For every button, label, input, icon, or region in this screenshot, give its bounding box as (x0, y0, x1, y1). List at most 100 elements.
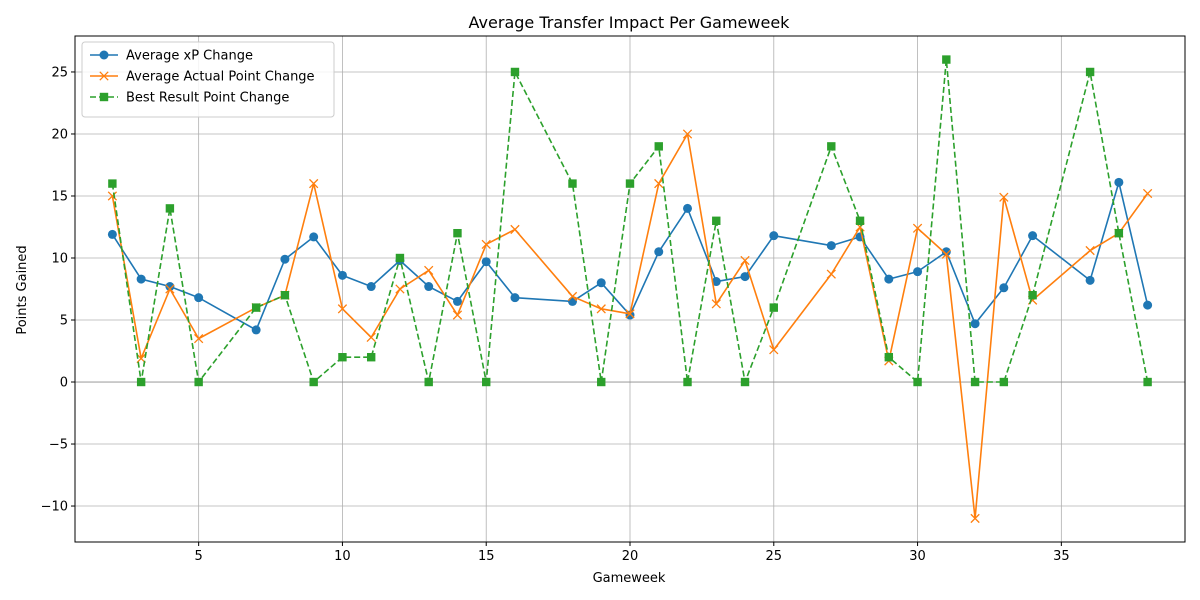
legend-marker (99, 71, 109, 81)
data-point (452, 296, 462, 306)
data-point (251, 303, 261, 312)
data-point (280, 291, 290, 300)
data-point (366, 332, 376, 343)
y-tick-label: −5 (49, 438, 68, 453)
data-point (826, 241, 836, 251)
data-point (884, 274, 894, 284)
data-point (654, 247, 664, 257)
data-point (596, 278, 606, 288)
data-point (107, 191, 118, 201)
series-layer (107, 55, 1153, 524)
data-point (1028, 291, 1037, 300)
data-point (711, 277, 721, 287)
y-tick-label: 15 (51, 189, 68, 204)
data-point (309, 377, 318, 387)
data-point (683, 377, 692, 387)
data-point (740, 255, 750, 266)
data-point (338, 353, 347, 362)
legend-item: Average xP Change (90, 49, 253, 64)
data-point (194, 293, 204, 303)
legend-box (81, 41, 335, 118)
data-point (309, 232, 319, 242)
data-point (424, 282, 434, 292)
legend-item: Best Result Point Change (90, 91, 289, 106)
data-point (481, 239, 491, 250)
data-point (1085, 245, 1095, 256)
legend-marker (99, 92, 109, 102)
data-point (1143, 300, 1153, 310)
data-point (1028, 231, 1038, 241)
data-point (337, 304, 348, 314)
data-point (912, 223, 923, 233)
data-point (597, 377, 606, 387)
legend-item: Average Actual Point Change (90, 70, 315, 85)
data-point (395, 253, 405, 263)
data-point (510, 67, 520, 77)
legend-label: Average Actual Point Change (126, 70, 315, 85)
data-point (395, 284, 405, 294)
data-point (913, 267, 923, 277)
data-point (510, 224, 520, 235)
data-point (827, 142, 836, 151)
data-point (682, 129, 693, 139)
data-point (1143, 377, 1152, 387)
data-point (740, 377, 750, 387)
data-point (683, 203, 693, 213)
data-point (366, 353, 376, 362)
data-point (826, 269, 836, 279)
x-tick-label: 10 (334, 549, 351, 564)
data-point (1085, 275, 1095, 285)
data-point (970, 513, 980, 524)
data-point (942, 55, 951, 64)
x-tick-label: 35 (1053, 549, 1070, 564)
y-tick-label: −10 (41, 500, 68, 515)
data-point (654, 178, 664, 189)
series-1 (107, 177, 1153, 335)
data-point (712, 216, 721, 225)
data-point (1114, 177, 1124, 187)
data-point (1085, 67, 1095, 77)
data-point (596, 304, 606, 314)
data-point (194, 377, 203, 387)
legend-marker (99, 50, 109, 60)
data-point (366, 282, 376, 292)
legend-label: Average xP Change (126, 49, 253, 64)
data-point (970, 377, 980, 387)
data-point (165, 284, 175, 294)
x-tick-label: 5 (195, 549, 203, 564)
legend-label: Best Result Point Change (126, 91, 289, 106)
data-point (568, 179, 577, 188)
data-point (769, 345, 779, 355)
data-point (107, 229, 117, 239)
data-point (453, 228, 462, 238)
x-tick-label: 20 (622, 549, 639, 564)
data-point (165, 282, 175, 292)
data-point (424, 377, 433, 387)
tick-layer: 5 10 15 20 25 30 35 −10 −5 0 5 10 15 20 25 (41, 65, 1070, 564)
data-point (711, 299, 721, 309)
x-axis-label: Gameweek (593, 571, 666, 586)
data-point (999, 192, 1009, 202)
data-point (913, 377, 922, 387)
data-point (941, 249, 951, 259)
series-3 (108, 55, 1152, 387)
y-tick-label: 5 (60, 314, 68, 329)
y-tick-label: 20 (51, 127, 68, 142)
data-point (855, 216, 865, 225)
data-point (481, 257, 491, 267)
data-point (941, 247, 951, 257)
data-point (999, 283, 1009, 293)
data-point (999, 377, 1009, 387)
data-point (1142, 188, 1153, 199)
data-point (510, 293, 520, 303)
y-tick-label: 0 (60, 376, 68, 391)
y-tick-label: 25 (51, 65, 68, 80)
legend: Average xP Change Average Actual Point Ch… (81, 41, 335, 118)
data-point (654, 142, 663, 151)
data-point (193, 333, 204, 344)
data-point (424, 265, 434, 276)
data-point (625, 179, 635, 188)
data-point (136, 274, 146, 284)
chart-title: Average Transfer Impact Per Gameweek (469, 13, 791, 32)
data-point (108, 179, 117, 188)
